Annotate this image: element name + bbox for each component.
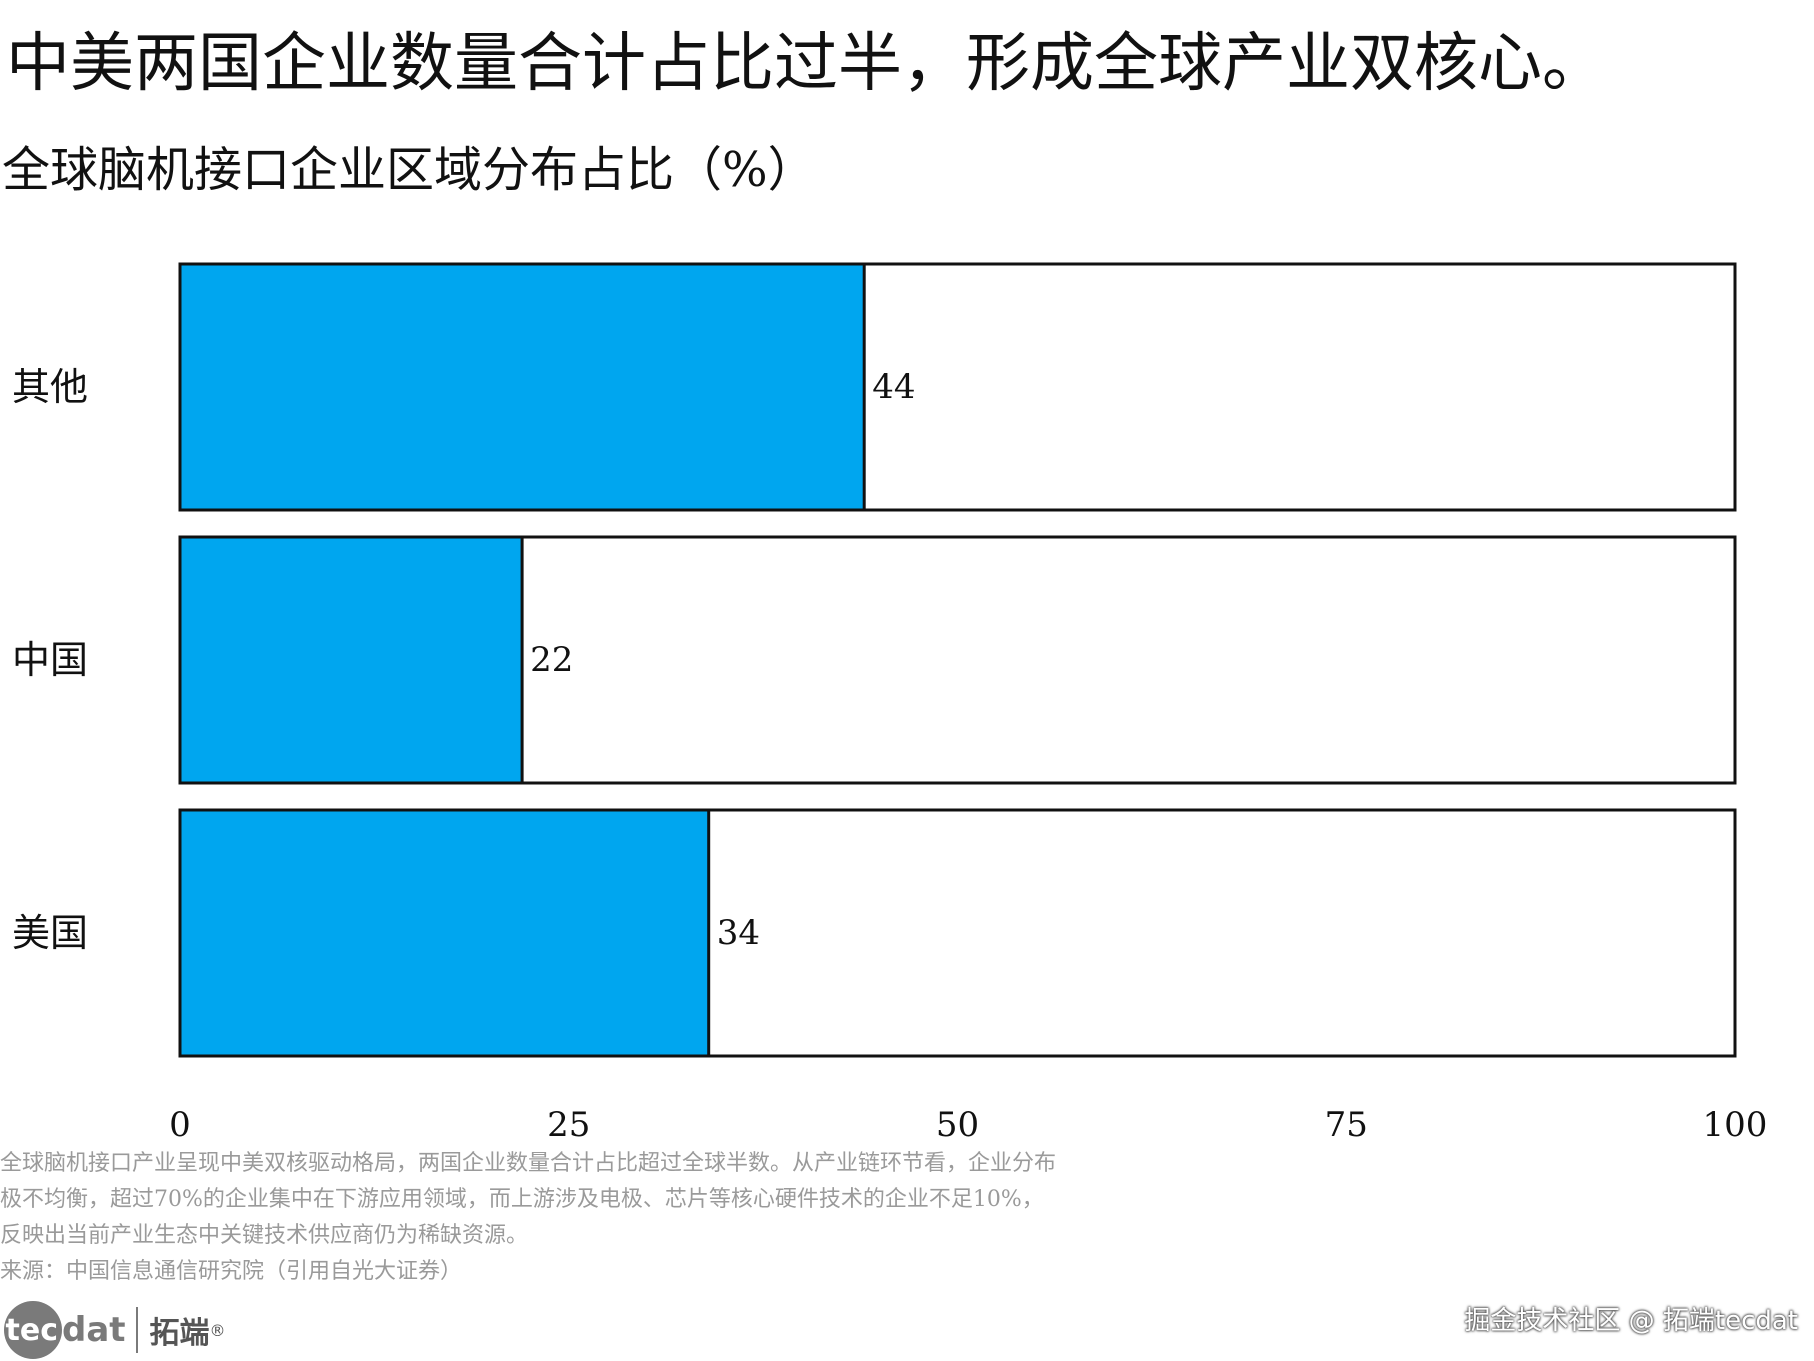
bar (180, 537, 522, 783)
logo-wordmark: dat (62, 1310, 126, 1350)
logo-divider (136, 1307, 138, 1353)
category-label: 美国 (12, 911, 88, 955)
data-label: 22 (530, 640, 573, 680)
note-line: 反映出当前产业生态中关键技术供应商仍为稀缺资源。 (0, 1218, 1240, 1254)
chart-title: 中美两国企业数量合计占比过半，形成全球产业双核心。 (6, 24, 1606, 104)
bar-chart: 其他 44 中国 22 美国 34 0 25 50 75 100 (0, 250, 1814, 1150)
bar (180, 810, 709, 1056)
data-label: 44 (872, 367, 915, 407)
category-label: 其他 (12, 365, 88, 409)
registered-mark: ® (210, 1321, 226, 1340)
logo-circle: tec (4, 1301, 62, 1359)
watermark: 掘金技术社区 @ 拓端tecdat (1464, 1300, 1798, 1337)
chart-notes: 全球脑机接口产业呈现中美双核驱动格局，两国企业数量合计占比超过全球半数。从产业链… (0, 1146, 1240, 1290)
category-label: 中国 (12, 638, 88, 682)
x-tick-label: 0 (169, 1105, 191, 1145)
bar (180, 264, 864, 510)
note-line: 全球脑机接口产业呈现中美双核驱动格局，两国企业数量合计占比超过全球半数。从产业链… (0, 1146, 1240, 1182)
source-line: 来源：中国信息通信研究院（引用自光大证券） (0, 1254, 1240, 1290)
chart-subtitle: 全球脑机接口企业区域分布占比（%） (2, 140, 816, 200)
logo-chinese-name: 拓端 (150, 1308, 210, 1352)
x-tick-label: 100 (1703, 1105, 1768, 1145)
x-tick-label: 25 (547, 1105, 590, 1145)
x-tick-label: 50 (936, 1105, 979, 1145)
logo-mark: tec dat (4, 1301, 126, 1359)
data-label: 34 (717, 913, 760, 953)
tecdat-logo: tec dat 拓端 ® (4, 1300, 226, 1360)
note-line: 极不均衡，超过70%的企业集中在下游应用领域，而上游涉及电极、芯片等核心硬件技术… (0, 1182, 1240, 1218)
x-tick-label: 75 (1325, 1105, 1368, 1145)
